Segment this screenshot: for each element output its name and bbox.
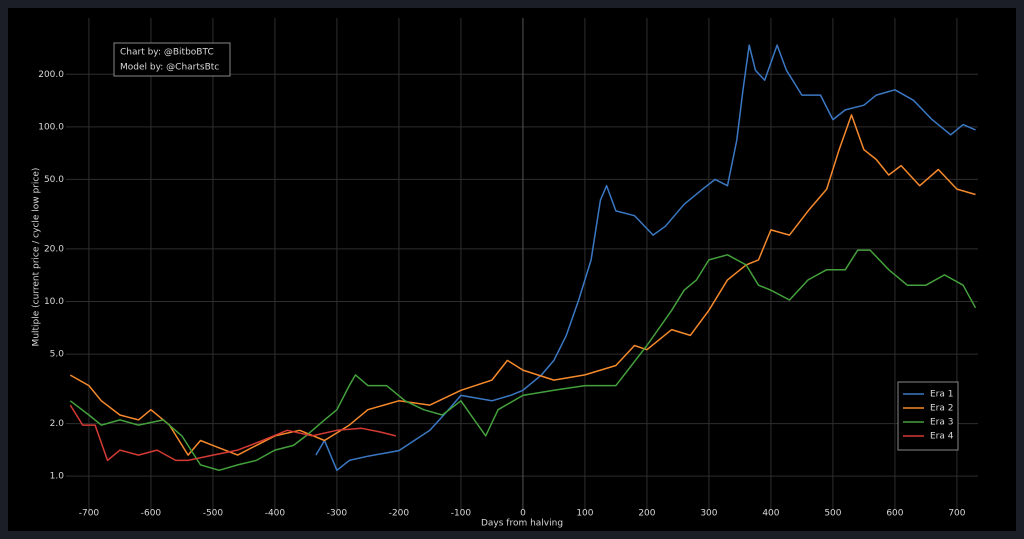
annotation: Model by: @ChartsBtc (120, 63, 219, 73)
x-tick-label: -300 (327, 509, 348, 519)
x-tick-label: -200 (389, 509, 410, 519)
y-tick-label: 2.0 (50, 419, 65, 429)
legend-label: Era 1 (930, 390, 954, 400)
series-line (69, 404, 396, 462)
y-tick-label: 5.0 (50, 350, 65, 360)
annotation-frame (113, 42, 231, 77)
x-tick-label: 0 (520, 509, 526, 519)
annotation-box: Chart by: @BitboBTC Model by: @ChartsBtc (113, 42, 231, 77)
legend-label: Era 2 (930, 404, 954, 414)
y-axis-label: Multiple (current price / cycle low pric… (32, 168, 42, 347)
x-tick-label: 500 (824, 509, 841, 519)
y-tick-label: 100.0 (38, 122, 64, 132)
series-line (69, 114, 976, 456)
x-tick-label: 100 (576, 509, 593, 519)
x-tick-label: -400 (265, 509, 286, 519)
y-tick-label: 1.0 (50, 472, 65, 482)
x-tick-label: 300 (700, 509, 717, 519)
series-line (315, 44, 976, 472)
x-tick-label: -100 (451, 509, 472, 519)
x-tick-label: -500 (203, 509, 224, 519)
y-tick-label: 20.0 (44, 244, 64, 254)
legend-label: Era 3 (930, 418, 954, 428)
x-axis-label: Days from halving (481, 519, 563, 529)
x-tick-label: 600 (886, 509, 903, 519)
legend-label: Era 4 (930, 432, 954, 442)
panel (8, 8, 1016, 531)
x-tick-label: 400 (762, 509, 779, 519)
series-line (69, 249, 977, 472)
y-tick-label: 200.0 (38, 70, 64, 80)
x-tick-label: 700 (948, 509, 965, 519)
y-tick-label: 10.0 (44, 297, 64, 307)
annotation: Chart by: @BitboBTC (120, 48, 214, 58)
x-tick-label: -600 (141, 509, 162, 519)
x-tick-label: 200 (638, 509, 655, 519)
legend: Era 1 Era 2 Era 3 Era 4 (897, 381, 959, 451)
y-tick-label: 50.0 (44, 175, 64, 185)
x-tick-label: -700 (79, 509, 100, 519)
